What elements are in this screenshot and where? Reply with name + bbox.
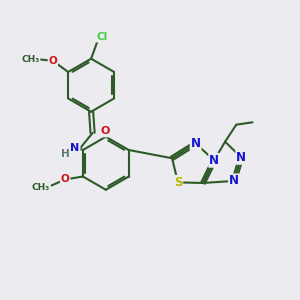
Text: H: H xyxy=(61,149,70,159)
Text: O: O xyxy=(100,126,110,136)
Text: O: O xyxy=(49,56,57,66)
Text: N: N xyxy=(190,137,201,150)
Text: N: N xyxy=(209,154,219,167)
Text: N: N xyxy=(236,151,246,164)
Text: N: N xyxy=(229,174,239,188)
Text: CH₃: CH₃ xyxy=(32,183,50,192)
Text: Cl: Cl xyxy=(96,32,108,42)
Text: S: S xyxy=(174,176,182,189)
Text: N: N xyxy=(70,142,80,153)
Text: CH₃: CH₃ xyxy=(21,55,40,64)
Text: O: O xyxy=(61,174,70,184)
